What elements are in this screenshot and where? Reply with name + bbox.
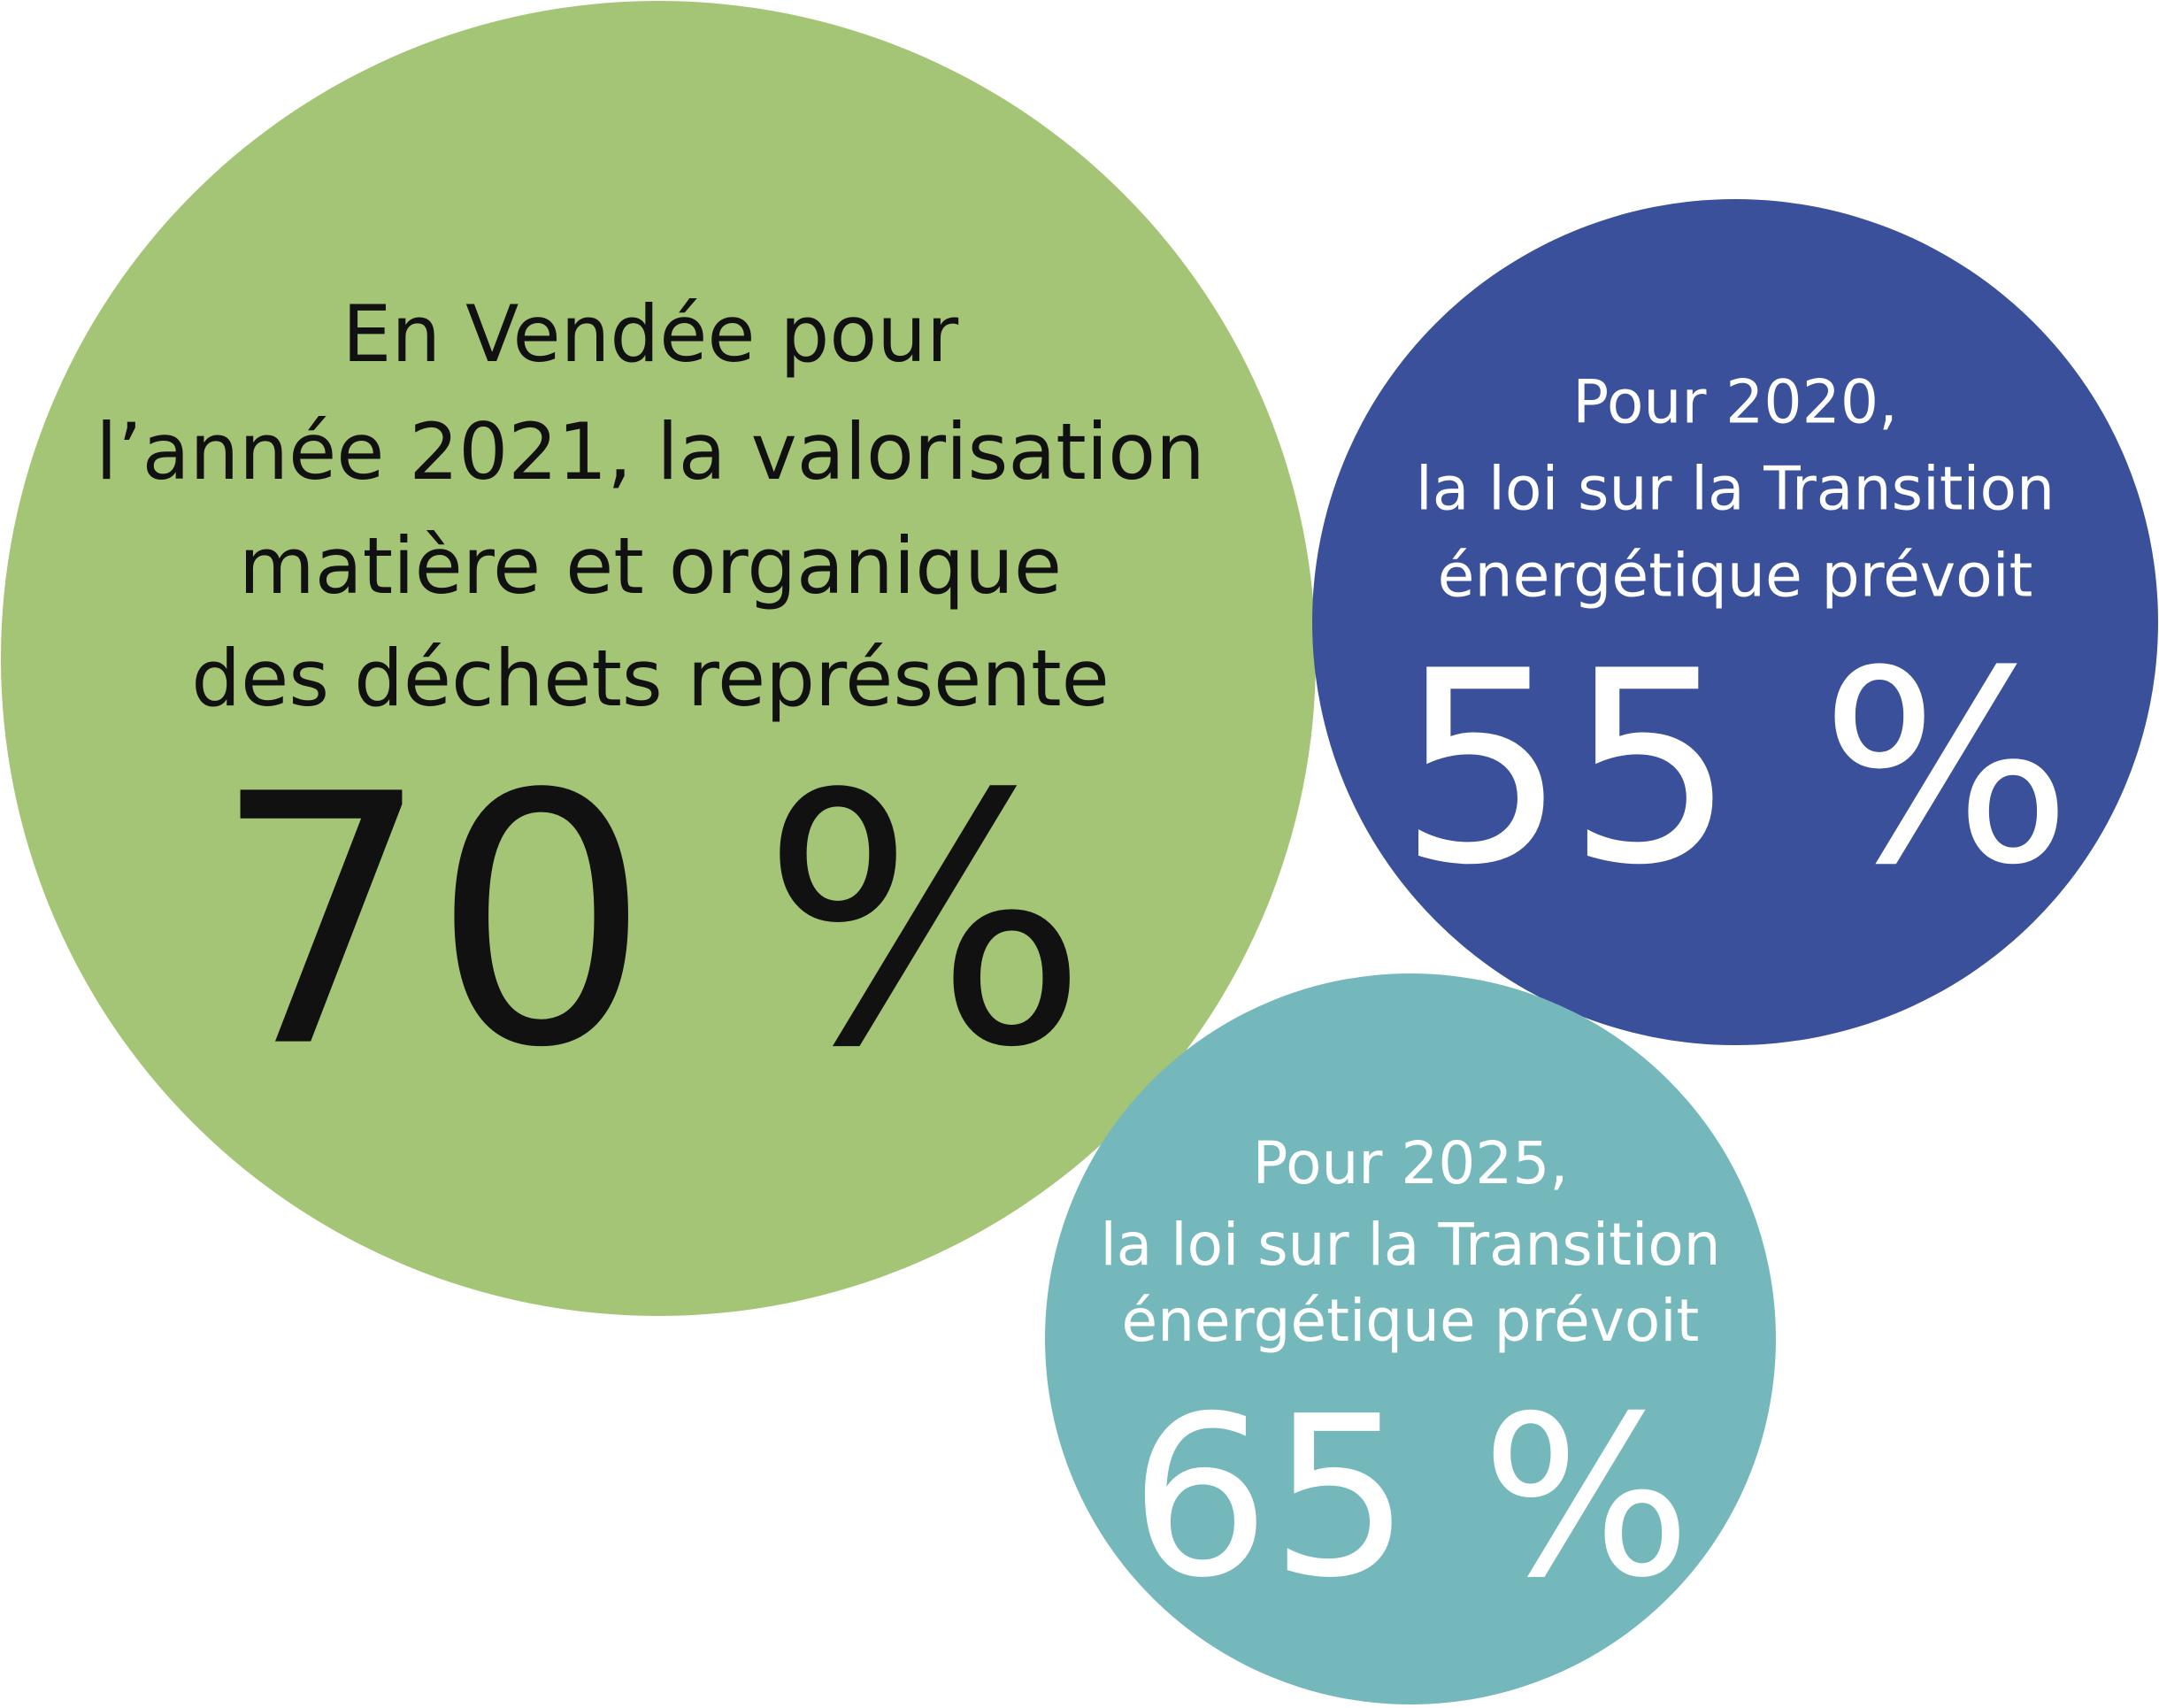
bubble-text-line: En Vendée pour xyxy=(342,289,959,380)
bubble-value: 70 % xyxy=(212,721,1089,1123)
teal-bubble xyxy=(1045,973,1776,1704)
bubble-text-line: énergétique prévoit xyxy=(1122,1287,1700,1355)
bubble-text-line: Pour 2025, xyxy=(1253,1129,1569,1197)
bubble-text-line: énergétique prévoit xyxy=(1438,542,2033,612)
bubble-value: 65 % xyxy=(1129,1368,1691,1626)
bubble-value: 55 % xyxy=(1398,614,2072,923)
bubble-text-line: la loi sur la Transition xyxy=(1100,1211,1720,1279)
bubble-text-line: l’année 2021, la valorisation xyxy=(96,406,1205,497)
blue-bubble xyxy=(1312,199,2158,1045)
bubble-text-line: Pour 2020, xyxy=(1572,368,1898,438)
bubble-text-line: matière et organique xyxy=(239,520,1062,612)
green-bubble xyxy=(1,1,1316,1316)
bubble-text-line: la loi sur la Transition xyxy=(1416,455,2055,525)
bubble-text-line: des déchets représente xyxy=(191,633,1109,724)
